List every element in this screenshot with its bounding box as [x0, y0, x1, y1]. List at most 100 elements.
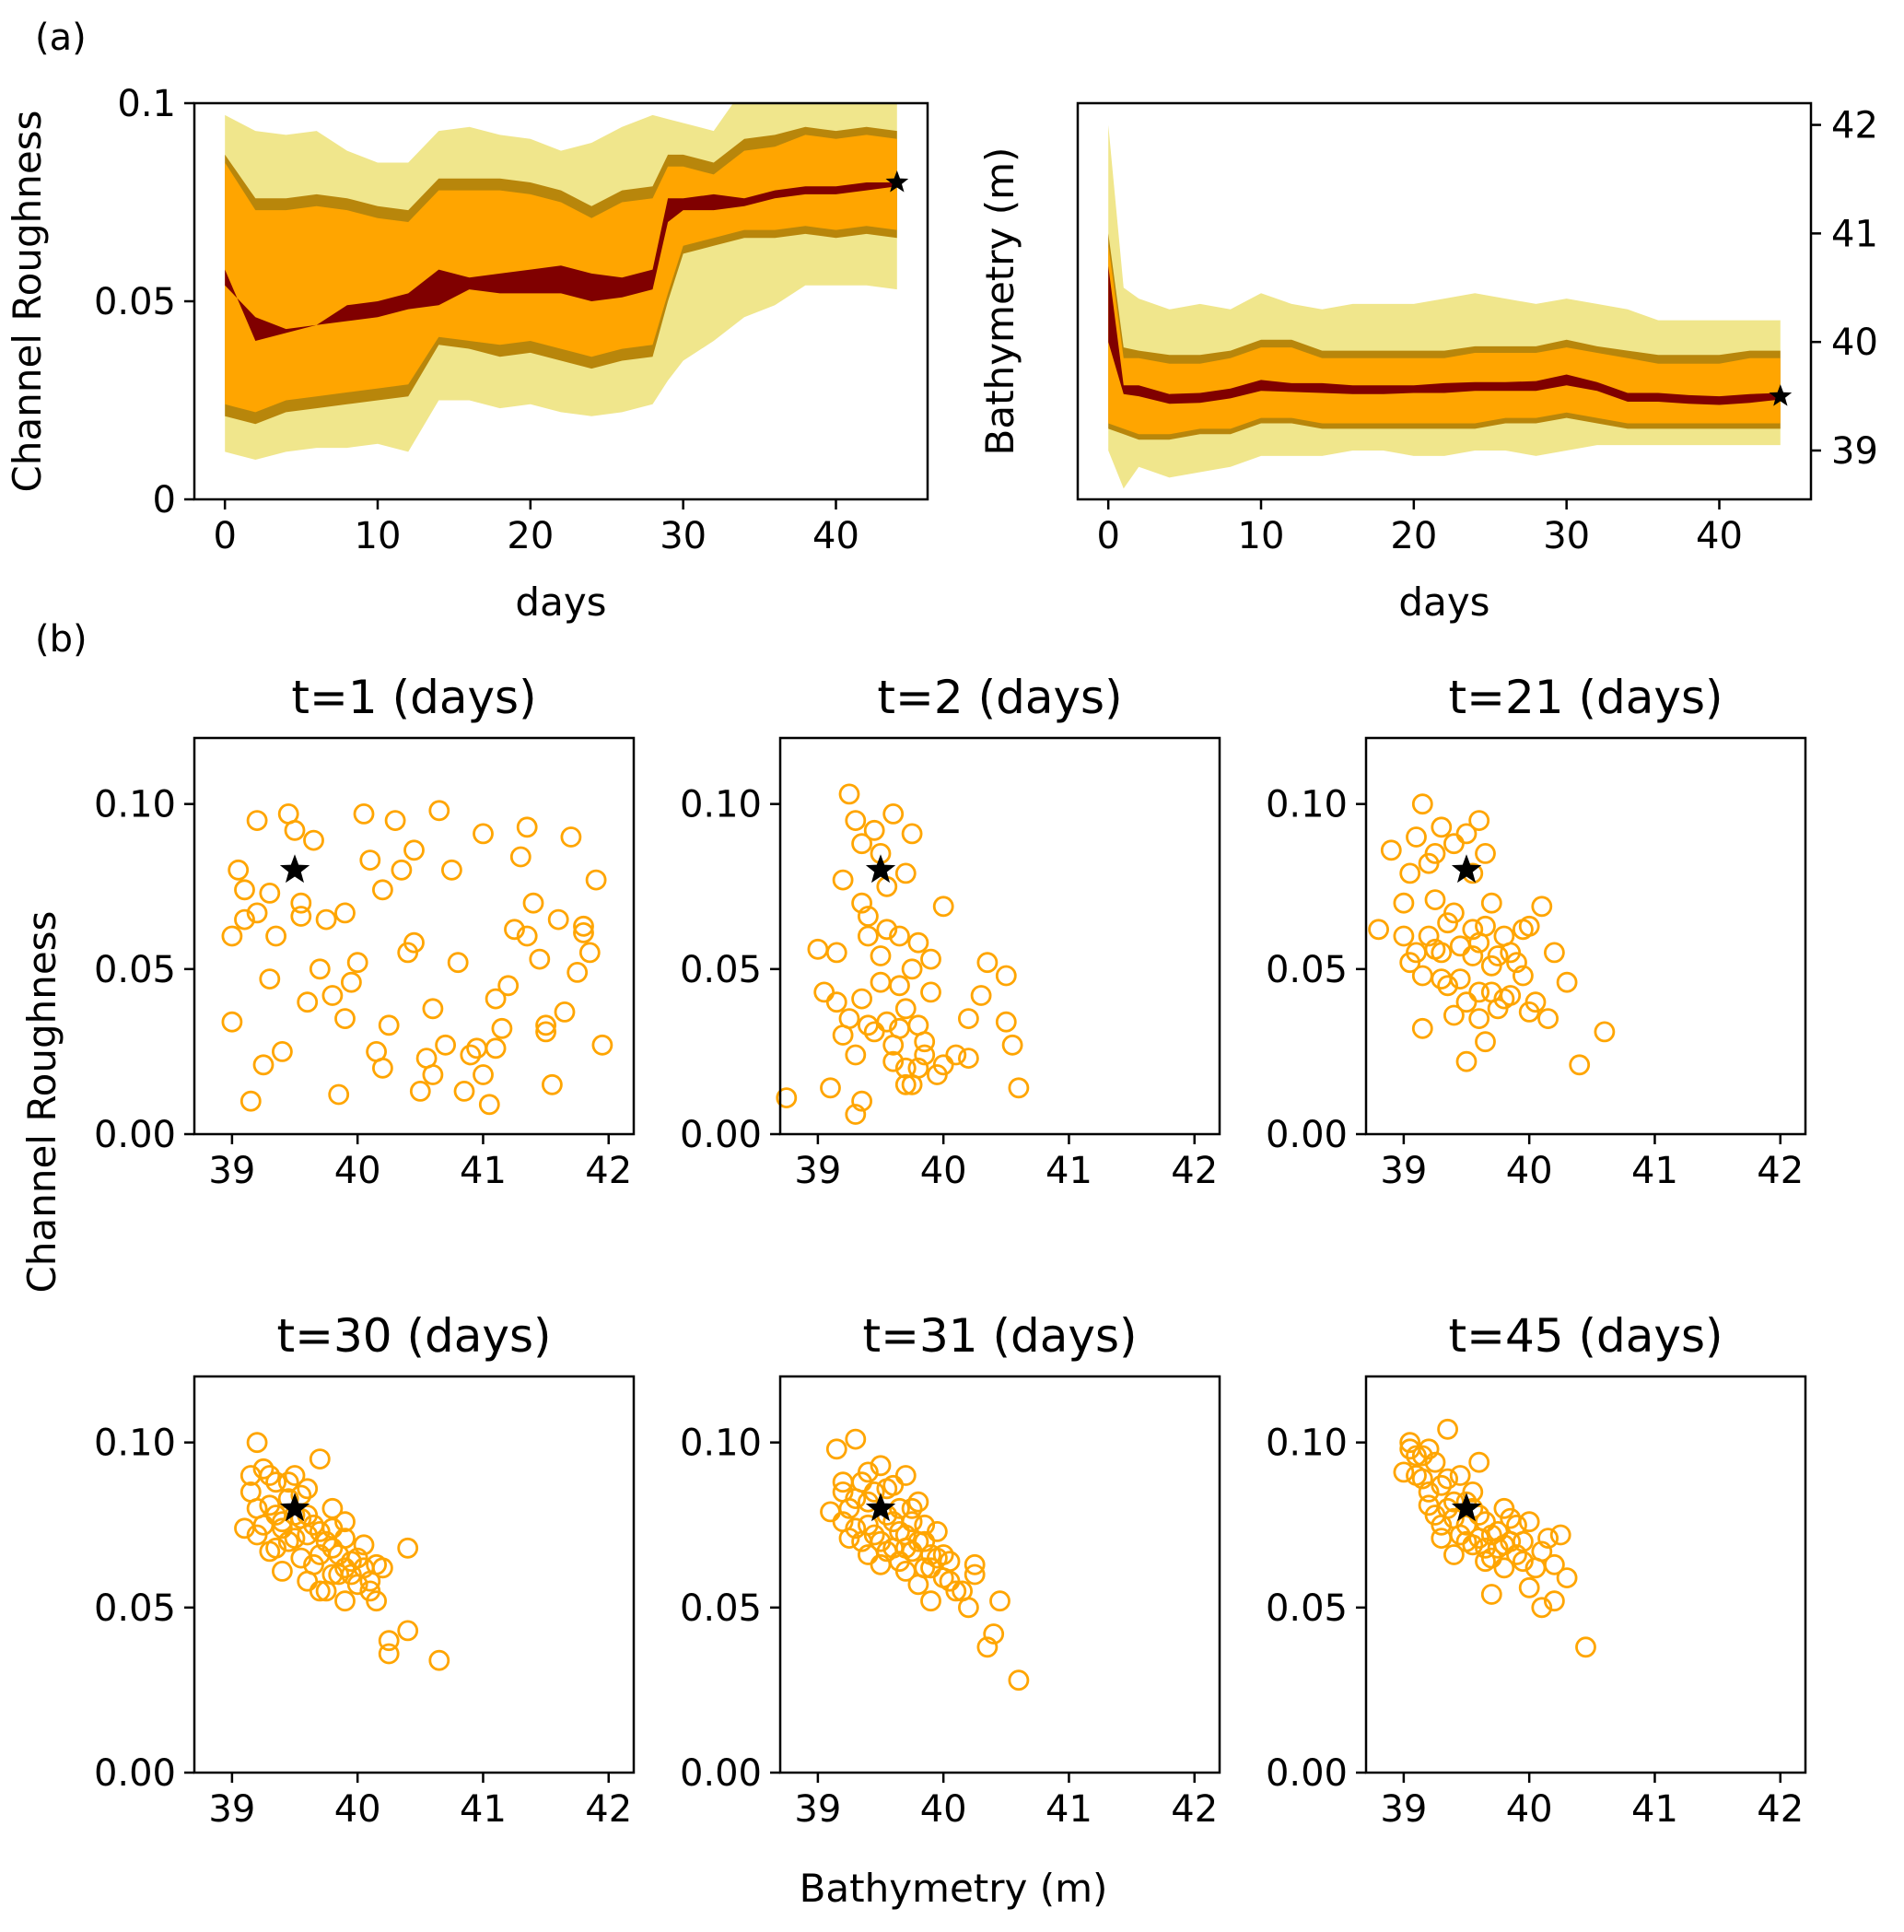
- ensemble-member-point: [907, 931, 929, 954]
- y-tick-label: 0.00: [1266, 1114, 1348, 1156]
- ensemble-member-point: [403, 931, 425, 954]
- x-tick-label: 39: [1380, 1150, 1427, 1192]
- x-tick-label: 40: [1506, 1150, 1553, 1192]
- ensemble-member-point: [265, 1537, 287, 1559]
- ensemble-member-point: [825, 942, 847, 964]
- ensemble-member-point: [297, 1570, 319, 1592]
- ensemble-member-point: [838, 783, 860, 805]
- ensemble-member-point: [894, 1537, 917, 1559]
- x-tick-label: 20: [507, 515, 554, 557]
- ensemble-member-point: [560, 826, 582, 848]
- ensemble-member-point: [340, 971, 362, 993]
- ensemble-member-point: [876, 1478, 898, 1500]
- x-tick-label: 39: [208, 1150, 255, 1192]
- ensemble-member-point: [901, 958, 923, 980]
- band-layer: [1108, 124, 1781, 489]
- y-tick-label: 0.05: [1266, 1587, 1348, 1630]
- ensemble-member-point: [359, 849, 381, 871]
- ensemble-member-point: [976, 952, 999, 974]
- ensemble-member-point: [1399, 1432, 1421, 1454]
- ensemble-member-point: [1475, 1031, 1496, 1053]
- ensemble-member-point: [252, 1054, 275, 1076]
- bathymetry-timeseries-plot: 0 10 20 30 40 39 40 41 42 days Bathymetry (m): [977, 101, 1878, 625]
- plot-frame: [1364, 736, 1807, 1136]
- ensemble-member-point: [547, 908, 569, 931]
- scatter-plot-t31: t=31 (days) 39 40 41 42 0.00 0.05 0.10: [680, 1309, 1221, 1831]
- ensemble-member-point: [851, 1090, 872, 1112]
- ensemble-member-point: [845, 1517, 867, 1540]
- ensemble-member-point: [894, 998, 917, 1020]
- ensemble-member-point: [907, 1057, 929, 1079]
- ensemble-member-point: [932, 1544, 954, 1565]
- ensemble-member-point: [945, 1044, 967, 1066]
- ensemble-member-point: [920, 1590, 941, 1612]
- ensemble-member-point: [964, 1563, 986, 1586]
- ensemble-member-point: [1500, 942, 1522, 964]
- x-tick-label: 41: [1045, 1788, 1092, 1831]
- ensemble-member-point: [958, 1597, 979, 1619]
- ensemble-member-point: [428, 1649, 450, 1671]
- ensemble-member-point: [460, 1044, 482, 1066]
- plot-frame: [1076, 101, 1813, 501]
- ensemble-member-point: [807, 938, 829, 960]
- plot-frame: [193, 736, 636, 1136]
- ensemble-member-point: [591, 1034, 613, 1056]
- x-tick-label: 10: [1238, 515, 1285, 557]
- ensemble-member-point: [958, 1048, 979, 1069]
- ensemble-member-point: [901, 823, 923, 845]
- ensemble-member-point: [907, 1530, 929, 1552]
- ensemble-member-point: [876, 1011, 898, 1033]
- ensemble-member-point: [1411, 965, 1433, 987]
- ensemble-member-point: [1468, 810, 1490, 831]
- y-tick-label: 42: [1831, 105, 1878, 147]
- ensemble-member-point: [353, 803, 375, 825]
- band-layer: [225, 103, 897, 460]
- x-axis-label: days: [1398, 580, 1489, 625]
- x-tick-label: 39: [794, 1788, 841, 1831]
- ensemble-member-point: [1513, 965, 1534, 987]
- truth-star-marker: [865, 854, 896, 884]
- x-tick-label: 40: [812, 515, 859, 557]
- ensemble-member-point: [1455, 991, 1478, 1013]
- ensemble-member-point: [1544, 942, 1565, 964]
- ensemble-member-point: [265, 925, 287, 947]
- ensemble-member-point: [851, 892, 872, 914]
- ensemble-member-point: [378, 1643, 400, 1665]
- panel-label-b: (b): [35, 618, 88, 661]
- ensemble-member-point: [1455, 1530, 1478, 1552]
- ensemble-member-point: [1575, 1636, 1596, 1658]
- ensemble-member-point: [1480, 1584, 1502, 1605]
- ensemble-member-point: [321, 1497, 344, 1519]
- ensemble-member-point: [573, 915, 594, 937]
- ensemble-member-point: [334, 902, 356, 924]
- x-tick-label: 40: [334, 1150, 381, 1192]
- ensemble-member-point: [894, 862, 917, 884]
- ensemble-member-point: [573, 922, 594, 943]
- ensemble-member-point: [870, 1455, 892, 1477]
- ensemble-member-point: [259, 883, 281, 904]
- ensemble-member-point: [863, 819, 885, 841]
- ensemble-member-point: [845, 1428, 867, 1450]
- ensemble-member-point: [1475, 1537, 1496, 1559]
- ensemble-member-point: [578, 942, 601, 964]
- ensemble-member-point: [1424, 938, 1446, 960]
- scatter-plot-t2: t=2 (days) 39 40 41 42 0.00 0.05 0.10: [680, 671, 1221, 1192]
- ensemble-member-point: [1449, 1465, 1471, 1486]
- x-tick-label: 40: [1696, 515, 1743, 557]
- x-tick-label: 41: [1631, 1788, 1678, 1831]
- ensemble-member-point: [366, 1553, 388, 1575]
- ensemble-member-point: [851, 833, 872, 855]
- ensemble-member-point: [1449, 968, 1471, 989]
- ensemble-member-point: [1506, 1514, 1527, 1536]
- ensemble-member-point: [1569, 1054, 1591, 1076]
- scatter-plot-t45: t=45 (days) 39 40 41 42 0.00 0.05 0.10: [1266, 1309, 1807, 1831]
- plot-frame: [778, 1375, 1221, 1774]
- ensemble-member-point: [309, 1580, 331, 1602]
- y-tick-label: 39: [1831, 430, 1878, 473]
- ensemble-member-point: [491, 1017, 513, 1039]
- ensemble-member-point: [239, 1465, 262, 1486]
- ensemble-member-point: [371, 879, 393, 901]
- ensemble-member-point: [234, 879, 255, 901]
- x-tick-label: 42: [1171, 1788, 1218, 1831]
